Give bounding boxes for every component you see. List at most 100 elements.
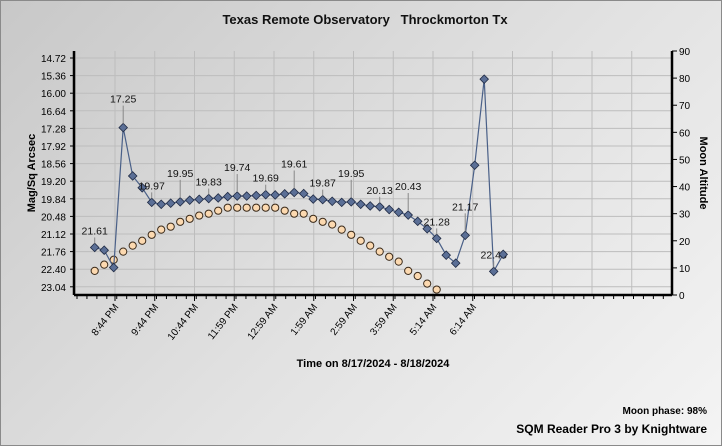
mpsas-point xyxy=(422,223,433,234)
mpsas-point xyxy=(355,199,366,210)
moon-altitude-point xyxy=(271,203,280,212)
y-tick-label: 21.76 xyxy=(41,248,66,259)
y-tick-label: 14.72 xyxy=(41,54,66,65)
data-label: 19.61 xyxy=(281,158,307,170)
moon-altitude-point xyxy=(290,209,299,218)
x-tick-label: 5:14 AM xyxy=(408,302,439,338)
data-label: 19.95 xyxy=(167,168,193,180)
chart-title: Texas Remote Observatory Throckmorton Tx xyxy=(222,12,508,27)
moon-altitude-point xyxy=(204,209,213,218)
mpsas-point xyxy=(137,182,148,193)
y2-tick-label: 90 xyxy=(679,47,691,58)
moon-altitude-point xyxy=(309,214,318,223)
mpsas-line xyxy=(94,79,504,274)
credit: SQM Reader Pro 3 by Knightware xyxy=(516,422,707,436)
mpsas-point xyxy=(99,245,110,256)
moon-altitude-point xyxy=(157,225,166,234)
mpsas-point xyxy=(403,210,414,220)
data-label: 17.25 xyxy=(110,94,136,106)
moon-altitude-point xyxy=(385,252,394,261)
moon-phase: Moon phase: 98% xyxy=(623,406,708,417)
mpsas-point xyxy=(251,190,262,201)
moon-altitude-point xyxy=(280,206,289,215)
y-tick-label: 18.56 xyxy=(41,160,66,171)
moon-altitude-point xyxy=(233,203,242,212)
moon-altitude-point xyxy=(423,279,432,288)
x-tick-label: 12:59 AM xyxy=(246,302,281,342)
y-tick-label: 17.28 xyxy=(41,124,66,135)
moon-altitude-point xyxy=(347,230,356,239)
mpsas-point xyxy=(336,197,347,208)
data-label: 19.74 xyxy=(224,162,250,174)
moon-altitude-point xyxy=(394,257,403,266)
mpsas-point xyxy=(194,194,205,205)
moon-altitude-point xyxy=(176,217,185,226)
moon-altitude-point xyxy=(195,211,204,220)
x-axis-label: Time on 8/17/2024 - 8/18/2024 xyxy=(297,358,451,370)
x-tick-label: 10:44 PM xyxy=(166,302,201,343)
mpsas-point xyxy=(289,187,300,198)
y-tick-label: 15.36 xyxy=(41,72,66,83)
mpsas-point xyxy=(450,258,461,268)
data-label: 20.13 xyxy=(367,185,393,197)
mpsas-point xyxy=(384,204,395,215)
mpsas-point xyxy=(441,250,452,260)
mpsas-point xyxy=(203,193,214,204)
mpsas-point xyxy=(165,198,176,209)
x-tick-label: 6:14 AM xyxy=(448,302,479,338)
mpsas-point xyxy=(175,197,186,207)
y2-tick-label: 20 xyxy=(679,237,691,248)
y2-tick-label: 60 xyxy=(679,128,691,139)
mpsas-point xyxy=(118,122,129,133)
mpsas-point xyxy=(308,194,319,204)
data-label: 21.17 xyxy=(452,201,478,213)
moon-altitude-point xyxy=(337,225,346,234)
mpsas-point xyxy=(127,171,138,181)
mpsas-point xyxy=(498,249,509,260)
data-label: 19.87 xyxy=(310,178,336,190)
x-tick-label: 8:44 PM xyxy=(90,302,122,338)
moon-altitude-point xyxy=(404,266,413,275)
x-tick-label: 9:44 PM xyxy=(130,302,162,338)
y-tick-label: 19.20 xyxy=(41,177,66,188)
y2-axis-label: Moon Altitude xyxy=(697,137,709,210)
moon-altitude-point xyxy=(223,203,232,212)
moon-altitude-point xyxy=(328,220,337,229)
mpsas-point xyxy=(89,242,100,253)
mpsas-point xyxy=(412,216,423,227)
mpsas-point xyxy=(279,189,290,199)
data-label: 20.43 xyxy=(395,181,421,193)
moon-altitude-point xyxy=(366,241,375,250)
moon-altitude-point xyxy=(119,247,128,256)
mpsas-point xyxy=(222,191,233,202)
moon-altitude-point xyxy=(261,203,270,212)
x-tick-label: 1:59 AM xyxy=(289,302,320,338)
data-label: 19.97 xyxy=(139,180,165,192)
moon-altitude-point xyxy=(166,222,175,231)
mpsas-point xyxy=(146,197,157,208)
y2-tick-label: 50 xyxy=(679,155,691,166)
y2-tick-label: 40 xyxy=(679,183,691,194)
y-tick-label: 20.48 xyxy=(41,212,66,223)
moon-altitude-point xyxy=(185,214,194,223)
mpsas-point xyxy=(241,191,252,201)
mpsas-point xyxy=(184,195,195,205)
y2-tick-label: 0 xyxy=(679,291,685,302)
moon-altitude-point xyxy=(128,241,137,250)
x-tick-label: 11:59 PM xyxy=(206,302,241,342)
moon-altitude-point xyxy=(214,206,223,215)
moon-altitude-point xyxy=(242,203,251,212)
data-label: 19.69 xyxy=(253,173,279,185)
y-tick-label: 23.04 xyxy=(41,283,66,294)
y-tick-label: 22.40 xyxy=(41,265,66,276)
moon-altitude-point xyxy=(138,236,147,245)
data-label: 19.83 xyxy=(196,177,222,189)
mpsas-point xyxy=(317,194,328,205)
y2-tick-label: 10 xyxy=(679,264,691,275)
y-tick-label: 17.92 xyxy=(41,142,66,153)
mpsas-point xyxy=(365,201,376,211)
mpsas-point xyxy=(298,188,309,199)
y-tick-label: 16.64 xyxy=(41,107,66,118)
mpsas-point xyxy=(374,201,385,212)
